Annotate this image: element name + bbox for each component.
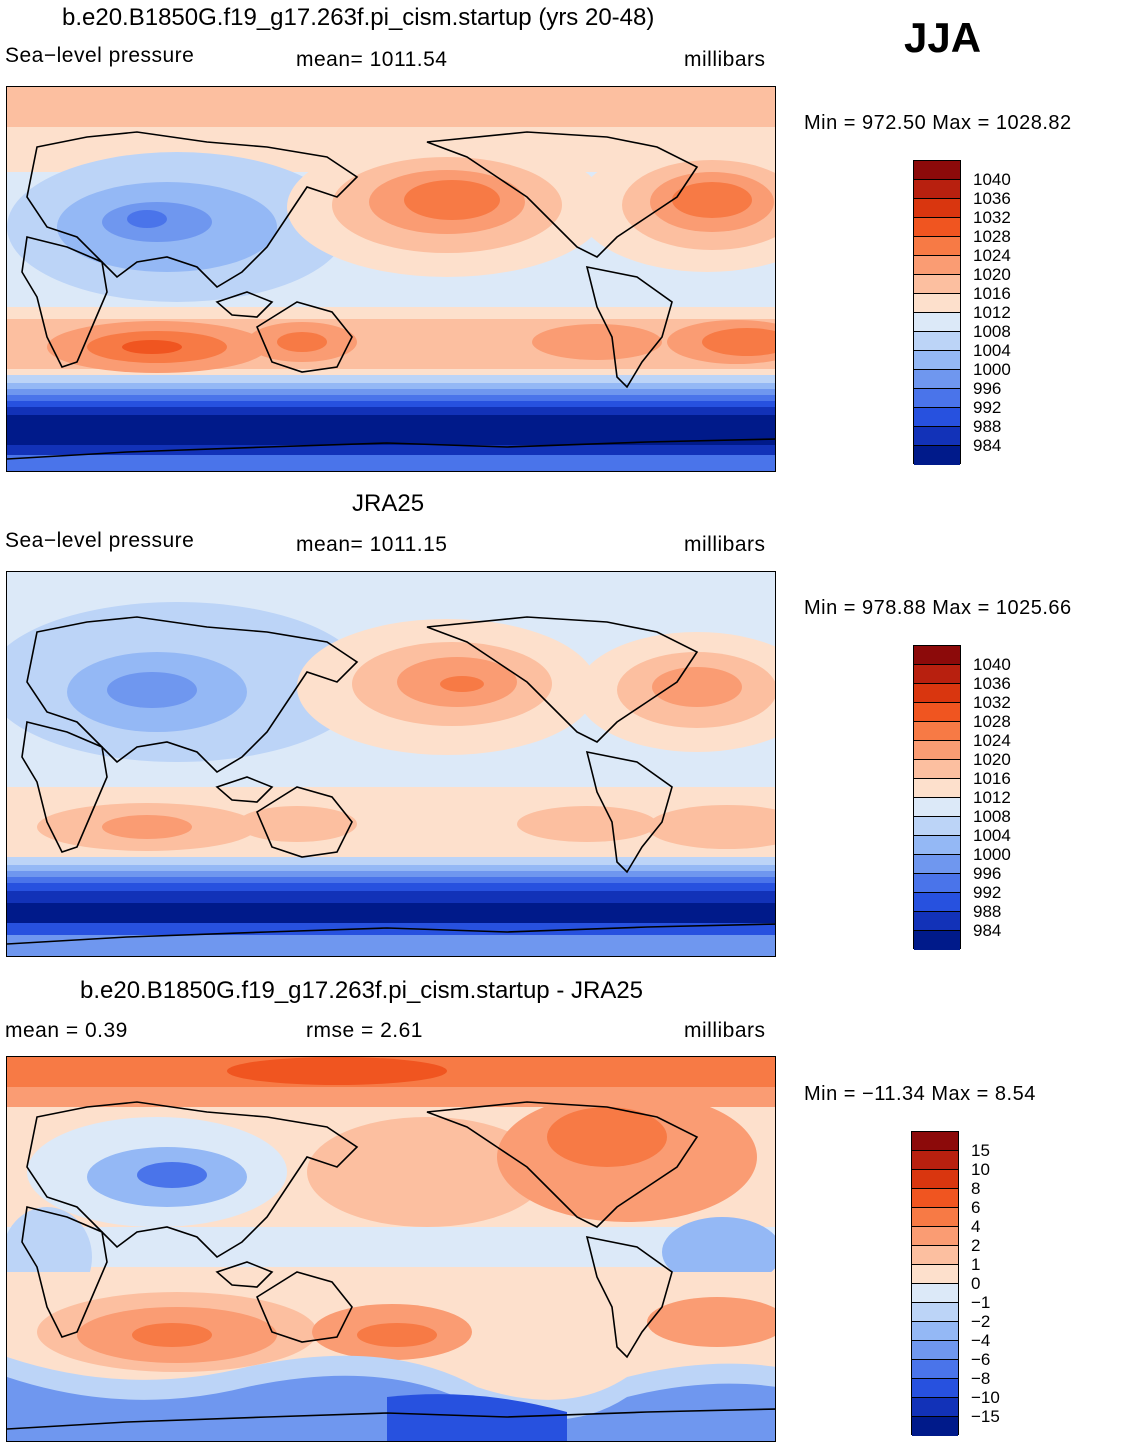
panel1-variable: Sea−level pressure	[5, 44, 195, 67]
panel2-map	[6, 571, 776, 957]
colorbar-tick-label: 988	[973, 902, 1002, 921]
colorbar-tick-label: −2	[971, 1312, 991, 1331]
colorbar-tick-label: −15	[971, 1407, 1000, 1426]
colorbar-tick-label: 8	[971, 1179, 981, 1198]
panel3-rmse: rmse = 2.61	[306, 1019, 423, 1042]
panel2-units: millibars	[684, 533, 766, 556]
colorbar-tick-label: −10	[971, 1388, 1000, 1407]
panel1-title: b.e20.B1850G.f19_g17.263f.pi_cism.startu…	[62, 4, 655, 31]
colorbar-tick-label: 988	[973, 417, 1002, 436]
panel1-mean: mean= 1011.54	[296, 48, 448, 71]
colorbar-tick-label: 996	[973, 864, 1002, 883]
colorbar-tick-label: −4	[971, 1331, 991, 1350]
panel2-title: JRA25	[352, 490, 425, 517]
colorbar-tick-label: 992	[973, 883, 1002, 902]
colorbar-tick-label: −1	[971, 1293, 991, 1312]
colorbar-tick-label: 992	[973, 398, 1002, 417]
colorbar-tick-label: 1024	[973, 731, 1011, 750]
colorbar-tick-label: 1020	[973, 750, 1011, 769]
colorbar-tick-label: 1000	[973, 845, 1011, 864]
colorbar-tick-label: 1012	[973, 788, 1011, 807]
colorbar-tick-label: 4	[971, 1217, 981, 1236]
panel1-colorbar	[913, 160, 961, 465]
colorbar-tick-label: 1036	[973, 189, 1011, 208]
colorbar-tick-label: 1032	[973, 693, 1011, 712]
panel2-colorbar	[913, 645, 961, 950]
season-label: JJA	[904, 14, 982, 61]
colorbar-tick-label: 996	[973, 379, 1002, 398]
panel2-contour-field	[7, 572, 775, 956]
colorbar-tick-label: −8	[971, 1369, 991, 1388]
colorbar-tick-label: 0	[971, 1274, 981, 1293]
colorbar-tick-label: 984	[973, 921, 1002, 940]
colorbar-tick-label: 6	[971, 1198, 981, 1217]
colorbar-tick-label: 2	[971, 1236, 981, 1255]
panel1-map	[6, 86, 776, 472]
colorbar-tick-label: 1040	[973, 655, 1011, 674]
colorbar-tick-label: 1008	[973, 807, 1011, 826]
panel3-minmax: Min = −11.34 Max = 8.54	[804, 1083, 1036, 1105]
colorbar-tick-label: 1004	[973, 341, 1011, 360]
colorbar-tick-label: 1004	[973, 826, 1011, 845]
colorbar-tick-label: 1016	[973, 284, 1011, 303]
panel3-title: b.e20.B1850G.f19_g17.263f.pi_cism.startu…	[80, 977, 644, 1004]
colorbar-tick-label: 1	[971, 1255, 981, 1274]
colorbar-tick-label: 1008	[973, 322, 1011, 341]
panel2-minmax: Min = 978.88 Max = 1025.66	[804, 597, 1072, 619]
colorbar-tick-label: 1028	[973, 227, 1011, 246]
colorbar-tick-label: 1024	[973, 246, 1011, 265]
colorbar-tick-label: −6	[971, 1350, 991, 1369]
panel3-contour-field	[7, 1057, 775, 1441]
colorbar-tick-label: 1012	[973, 303, 1011, 322]
panel1-minmax: Min = 972.50 Max = 1028.82	[804, 112, 1072, 134]
colorbar-tick-label: 1016	[973, 769, 1011, 788]
panel3-units: millibars	[684, 1019, 766, 1042]
colorbar-tick-label: 15	[971, 1141, 990, 1160]
colorbar-tick-label: 1028	[973, 712, 1011, 731]
colorbar-tick-label: 1040	[973, 170, 1011, 189]
panel1-contour-field	[7, 87, 775, 471]
colorbar-tick-label: 984	[973, 436, 1002, 455]
panel2-variable: Sea−level pressure	[5, 529, 195, 552]
panel3-mean: mean = 0.39	[5, 1019, 128, 1042]
colorbar-tick-label: 1000	[973, 360, 1011, 379]
panel3-colorbar	[911, 1131, 959, 1436]
colorbar-tick-label: 1036	[973, 674, 1011, 693]
colorbar-tick-label: 1032	[973, 208, 1011, 227]
colorbar-tick-label: 10	[971, 1160, 990, 1179]
panel3-map	[6, 1056, 776, 1442]
panel2-mean: mean= 1011.15	[296, 533, 448, 556]
colorbar-tick-label: 1020	[973, 265, 1011, 284]
panel1-units: millibars	[684, 48, 766, 71]
